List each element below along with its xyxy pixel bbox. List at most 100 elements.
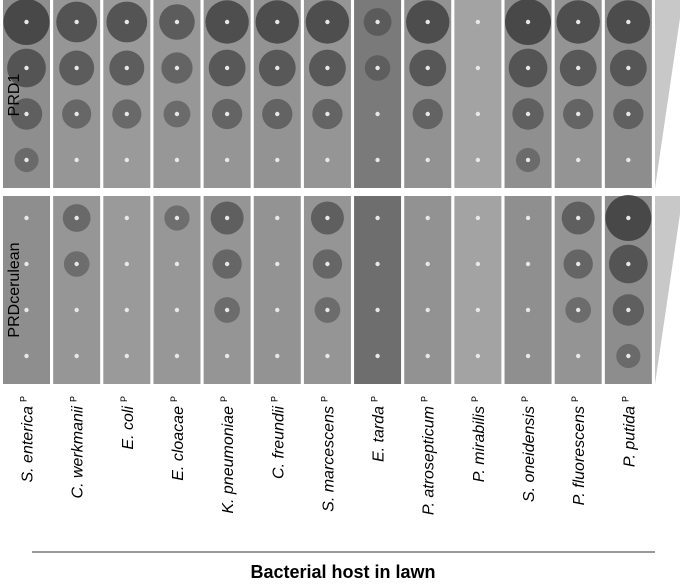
spot [124,307,130,313]
plate-strip [504,196,552,384]
spot [525,261,531,267]
spot [275,111,280,117]
host-label: K. pneumoniae P [219,396,237,514]
spot [475,353,481,359]
spot [224,65,230,71]
spot [575,19,581,25]
spot [525,215,531,221]
host-label: C. freundii P [269,396,287,479]
spot [626,65,631,71]
host-label: C. werkmanii P [69,396,87,498]
spot [224,353,230,359]
spot [124,157,130,163]
spot [325,261,330,267]
spot [325,353,330,359]
row-label: PRDcerulean [6,242,23,337]
host-name: E. tarda [371,406,388,462]
plate-strip [454,0,502,188]
host-marker: P [520,396,530,402]
spot [325,19,330,25]
axis-label: Bacterial host in lawn [250,562,435,582]
spot [475,19,481,25]
spot [24,111,29,117]
spot [425,261,430,267]
host-name: E. cloacae [170,406,187,481]
host-label: P. putida P [620,396,638,467]
spot [375,19,380,25]
spot [325,111,330,117]
spot [425,111,430,117]
spot [74,157,79,163]
host-marker: P [119,396,129,402]
spot [24,307,29,313]
spot [24,261,29,267]
spot [174,19,180,25]
host-label: S. oneidensis P [520,396,538,502]
spot [375,353,380,359]
spot [224,215,230,221]
spot [475,307,481,313]
spot [174,65,180,71]
spot [475,215,481,221]
host-label: E. tarda P [370,396,388,462]
spot [425,215,430,221]
spot [24,19,29,25]
spot [525,157,531,163]
spot [626,157,631,163]
host-marker: P [69,396,79,402]
spot [575,215,581,221]
spot [325,215,330,221]
host-marker: P [620,396,630,402]
spot [275,215,280,221]
spot [24,65,29,71]
spot [626,111,631,117]
spot [626,19,631,25]
spot [174,111,180,117]
spot [425,353,430,359]
spot [375,65,380,71]
plate-strip [354,196,402,384]
spot [124,353,130,359]
host-marker: P [370,396,380,402]
spot [626,307,631,313]
host-marker: P [269,396,279,402]
host-marker: P [219,396,229,402]
host-label: P. mirabilis P [470,396,488,482]
spot [24,157,29,163]
host-label: P. fluorescens P [570,396,588,505]
spot [74,111,79,117]
plate-strips [3,0,652,384]
host-marker: P [169,396,179,402]
host-name: S. oneidensis [521,406,538,502]
spot [626,353,631,359]
spot [425,157,430,163]
host-name: P. mirabilis [471,406,488,482]
spot [425,307,430,313]
spot [626,261,631,267]
plate-strip [454,196,502,384]
spot [174,353,180,359]
host-name: K. pneumoniae [220,406,237,514]
spot [174,157,180,163]
spot [575,111,581,117]
spot [224,157,230,163]
spot [525,307,531,313]
spot [575,307,581,313]
host-name: S. enterica [20,406,37,483]
spot [575,261,581,267]
spot [375,307,380,313]
spot [375,111,380,117]
host-name: P. atrosepticum [421,406,438,515]
spot [74,307,79,313]
host-marker: P [319,396,329,402]
spot [275,19,280,25]
spot [275,353,280,359]
spot [275,307,280,313]
spot [275,65,280,71]
spot [425,19,430,25]
host-name: E. coli [120,406,137,450]
spot [74,261,79,267]
row-label: PRD1 [6,74,23,117]
host-name: P. putida [621,406,638,467]
spot [224,111,230,117]
